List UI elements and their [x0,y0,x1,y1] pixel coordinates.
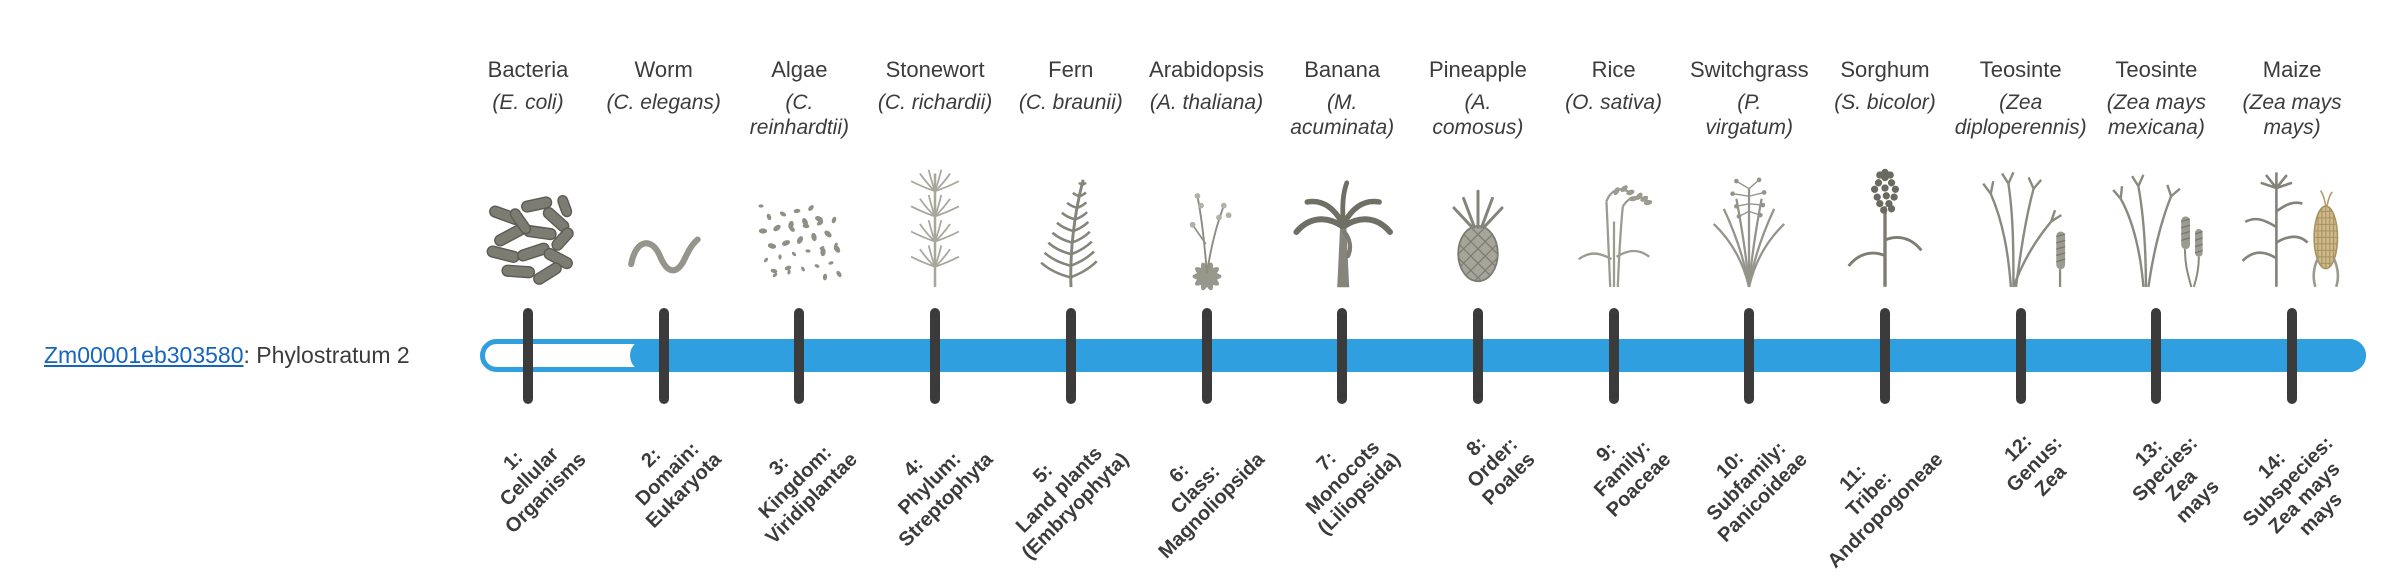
stratum-tick [1337,308,1348,404]
phylostratum-text: : Phylostratum 2 [243,342,410,368]
worm-icon [589,146,739,292]
stratum-label: 8: Order: Poales [1462,432,1540,510]
organism-column: Switchgrass (P. virgatum) [1674,56,1824,292]
organism-name: Switchgrass [1690,57,1809,82]
stratum-label: 6: Class: Magnoliopsida [1154,448,1269,564]
organism-column: Fern (C. braunii) [996,56,1146,292]
stratum-label: 7: Monocots (Liliopsida) [1301,436,1405,540]
stratum-label: 5: Land plants (Embryophyta) [1011,442,1133,564]
organism-name: Pineapple [1428,57,1527,82]
stratum-tick [1744,308,1755,404]
organism-column: Bacteria (E. coli) [453,56,603,292]
sorghum-icon [1810,146,1960,292]
organism-name: Banana [1304,57,1381,82]
stratum-label: 1: Cellular Organisms [495,443,591,538]
fern-icon [996,146,1146,292]
organism-column: Algae (C. reinhardtii) [724,56,874,292]
organism-name: Sorghum [1840,57,1930,82]
organism-column: Sorghum (S. bicolor) [1810,56,1960,292]
organism-column: Arabidopsis (A. thaliana) [1132,56,1282,292]
organism-sci-name: (C. reinhardtii) [749,90,849,139]
organism-name: Bacteria [487,57,569,82]
organism-sci-name: (C. braunii) [1018,90,1123,114]
stratum-label: 14: Subspecies: Zea mays mays [2239,432,2347,541]
organism-column: Maize (Zea mays mays) [2217,56,2367,292]
stratum-tick [1472,308,1483,404]
organism-sci-name: (S. bicolor) [1834,90,1936,114]
organism-name: Algae [771,57,828,82]
organism-sci-name: (A. thaliana) [1149,90,1264,114]
organism-column: Teosinte (Zea diploperennis) [1946,56,2096,292]
stonewort-icon [860,146,1010,292]
stratum-label: 12: Genus: Zea [2000,430,2071,501]
stratum-label: 2: Domain: Eukaryota [631,438,726,533]
organism-name: Teosinte [2115,57,2198,82]
organism-name: Worm [634,57,693,82]
organism-sci-name: (E. coli) [492,90,564,114]
stratum-tick [1065,308,1076,404]
organism-sci-name: (Zea mays mexicana) [2106,90,2206,139]
timeline-bar-fill [630,339,2366,372]
stratum-tick [794,308,805,404]
banana-icon [1267,146,1417,292]
organism-sci-name: (O. sativa) [1565,90,1663,114]
stratum-label: 11: Tribe: Andropogoneae [1823,448,1948,573]
organism-column: Banana (M. acuminata) [1267,56,1417,292]
organism-sci-name: (Zea diploperennis) [1954,90,2087,139]
organism-name: Stonewort [885,57,985,82]
organism-column: Teosinte (Zea mays mexicana) [2081,56,2231,292]
maize-icon [2217,146,2367,292]
organism-name: Teosinte [1979,57,2062,82]
organism-name: Fern [1048,57,1094,82]
organism-sci-name: (C. elegans) [606,90,721,114]
organism-name: Arabidopsis [1149,57,1264,82]
stratum-tick [1880,308,1890,404]
stratum-label: 13: Species: Zea mays [2128,432,2224,528]
switchgrass-icon [1674,146,1824,292]
stratum-label: 10: Subfamily: Panicoideae [1702,437,1812,547]
organism-column: Rice (O. sativa) [1539,56,1689,292]
organism-name: Maize [2262,57,2322,82]
gene-label: Zm00001eb303580: Phylostratum 2 [44,342,410,369]
algae-icon [724,146,874,292]
organism-name: Rice [1591,57,1636,82]
organism-column: Pineapple (A. comosus) [1403,56,1553,292]
organism-sci-name: (M. acuminata) [1290,90,1395,139]
organism-sci-name: (A. comosus) [1432,90,1524,139]
stratum-tick [658,308,669,404]
stratum-tick [1608,308,1619,404]
stratum-tick [523,308,533,404]
bacteria-icon [453,146,603,292]
teosinte-icon [1946,146,2096,292]
organism-sci-name: (C. richardii) [877,90,993,114]
stratum-label: 9: Family: Poaceae [1590,436,1676,522]
stratum-label: 3: Kingdom: Viridiplantae [754,441,862,549]
teosinte-icon-2 [2081,146,2231,292]
organism-column: Worm (C. elegans) [589,56,739,292]
stratum-tick [2015,308,2026,404]
pineapple-icon [1403,146,1553,292]
stratum-tick [1201,308,1212,404]
stratum-tick [930,308,941,404]
stratum-tick [2151,308,2162,404]
rice-icon [1539,146,1689,292]
organism-sci-name: (Zea mays mays) [2242,90,2342,139]
stratum-label: 4: Phylum: Streptophyta [893,447,998,552]
organism-column: Stonewort (C. richardii) [860,56,1010,292]
stratum-tick [2287,308,2298,404]
organism-sci-name: (P. virgatum) [1705,90,1794,139]
gene-id-link[interactable]: Zm00001eb303580 [44,342,244,368]
arabidopsis-icon [1132,146,1282,292]
